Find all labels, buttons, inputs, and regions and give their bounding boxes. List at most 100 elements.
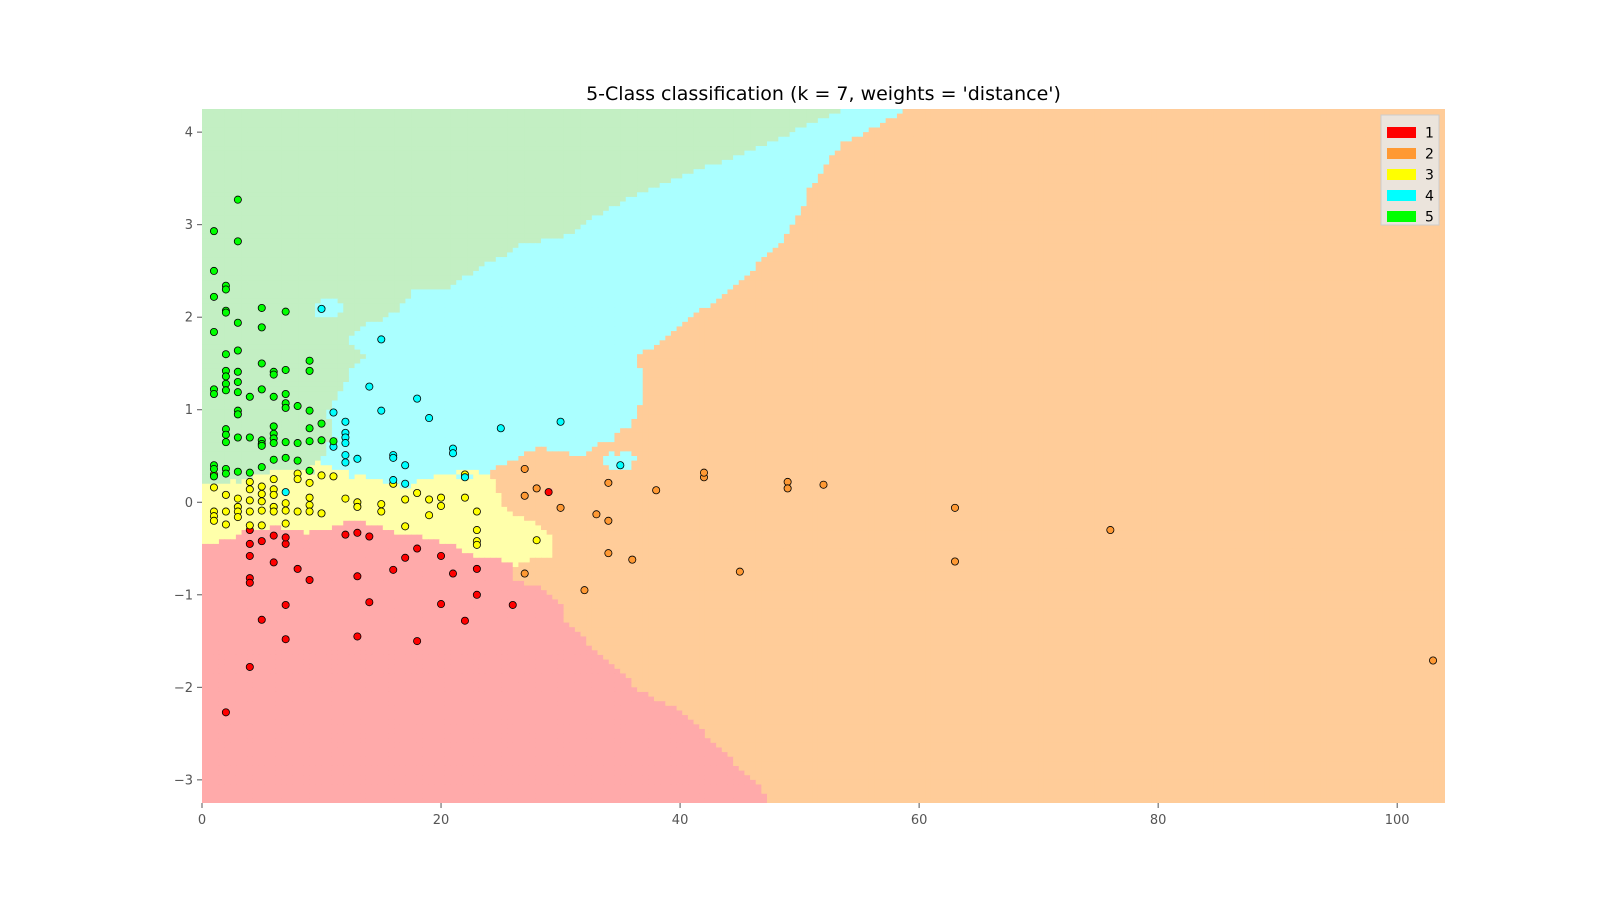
- point-class-3: [246, 478, 253, 485]
- x-tick-label: 100: [1385, 813, 1410, 828]
- point-class-4: [354, 455, 361, 462]
- point-class-3: [425, 512, 432, 519]
- point-class-3: [306, 508, 313, 515]
- point-class-4: [461, 474, 468, 481]
- point-class-2: [736, 568, 743, 575]
- point-class-3: [222, 491, 229, 498]
- point-class-3: [258, 498, 265, 505]
- point-class-5: [210, 293, 217, 300]
- point-class-5: [234, 196, 241, 203]
- x-tick-label: 80: [1150, 813, 1167, 828]
- point-class-1: [354, 573, 361, 580]
- legend-swatch-1: [1387, 127, 1416, 138]
- point-class-3: [437, 494, 444, 501]
- point-class-3: [270, 508, 277, 515]
- y-tick-label: 3: [185, 218, 193, 233]
- point-class-1: [306, 576, 313, 583]
- point-class-3: [473, 526, 480, 533]
- point-class-4: [378, 336, 385, 343]
- point-class-5: [270, 371, 277, 378]
- point-class-1: [473, 591, 480, 598]
- point-class-5: [306, 407, 313, 414]
- y-tick-label: −3: [174, 773, 193, 788]
- point-class-3: [270, 476, 277, 483]
- point-class-2: [521, 492, 528, 499]
- point-class-3: [246, 522, 253, 529]
- point-class-3: [210, 484, 217, 491]
- point-class-5: [330, 438, 337, 445]
- point-class-2: [700, 469, 707, 476]
- point-class-3: [282, 507, 289, 514]
- point-class-3: [473, 508, 480, 515]
- point-class-3: [294, 508, 301, 515]
- point-class-5: [222, 373, 229, 380]
- point-class-3: [330, 473, 337, 480]
- point-class-5: [282, 404, 289, 411]
- legend-label-3: 3: [1425, 168, 1434, 184]
- point-class-5: [246, 434, 253, 441]
- point-class-5: [234, 238, 241, 245]
- point-class-3: [437, 502, 444, 509]
- point-class-2: [951, 558, 958, 565]
- point-class-4: [366, 383, 373, 390]
- point-class-5: [210, 390, 217, 397]
- point-class-3: [258, 490, 265, 497]
- point-class-5: [234, 389, 241, 396]
- point-class-5: [246, 393, 253, 400]
- point-class-3: [258, 522, 265, 529]
- point-class-3: [378, 508, 385, 515]
- point-class-2: [653, 487, 660, 494]
- point-class-3: [222, 521, 229, 528]
- point-class-1: [509, 601, 516, 608]
- point-class-1: [414, 545, 421, 552]
- point-class-5: [282, 308, 289, 315]
- point-class-1: [414, 637, 421, 644]
- point-class-5: [306, 357, 313, 364]
- point-class-1: [282, 636, 289, 643]
- point-class-1: [258, 616, 265, 623]
- point-class-5: [222, 351, 229, 358]
- point-class-5: [222, 387, 229, 394]
- point-class-5: [234, 347, 241, 354]
- point-class-4: [557, 418, 564, 425]
- point-class-3: [258, 507, 265, 514]
- point-class-5: [210, 267, 217, 274]
- point-class-2: [521, 465, 528, 472]
- point-class-4: [342, 451, 349, 458]
- point-class-3: [414, 489, 421, 496]
- point-class-5: [270, 456, 277, 463]
- point-class-5: [270, 423, 277, 430]
- point-class-5: [210, 473, 217, 480]
- point-class-3: [342, 495, 349, 502]
- point-class-1: [354, 529, 361, 536]
- point-class-1: [366, 599, 373, 606]
- point-class-1: [366, 533, 373, 540]
- y-tick-label: −1: [174, 588, 193, 603]
- point-class-4: [318, 305, 325, 312]
- point-class-5: [246, 469, 253, 476]
- point-class-2: [605, 550, 612, 557]
- point-class-3: [234, 495, 241, 502]
- decision-regions: [202, 109, 1446, 804]
- y-tick-label: −2: [174, 681, 193, 696]
- point-class-3: [318, 510, 325, 517]
- point-class-1: [258, 538, 265, 545]
- point-class-3: [270, 491, 277, 498]
- legend-swatch-3: [1387, 169, 1416, 180]
- point-class-2: [581, 587, 588, 594]
- x-tick-label: 40: [672, 813, 689, 828]
- legend-label-4: 4: [1425, 189, 1434, 205]
- point-class-4: [449, 450, 456, 457]
- point-class-1: [342, 531, 349, 538]
- point-class-3: [222, 508, 229, 515]
- point-class-1: [270, 559, 277, 566]
- point-class-3: [282, 500, 289, 507]
- point-class-4: [342, 439, 349, 446]
- point-class-5: [318, 420, 325, 427]
- point-class-5: [210, 465, 217, 472]
- point-class-4: [425, 414, 432, 421]
- point-class-5: [222, 470, 229, 477]
- chart-title: 5-Class classification (k = 7, weights =…: [586, 83, 1061, 105]
- point-class-3: [378, 501, 385, 508]
